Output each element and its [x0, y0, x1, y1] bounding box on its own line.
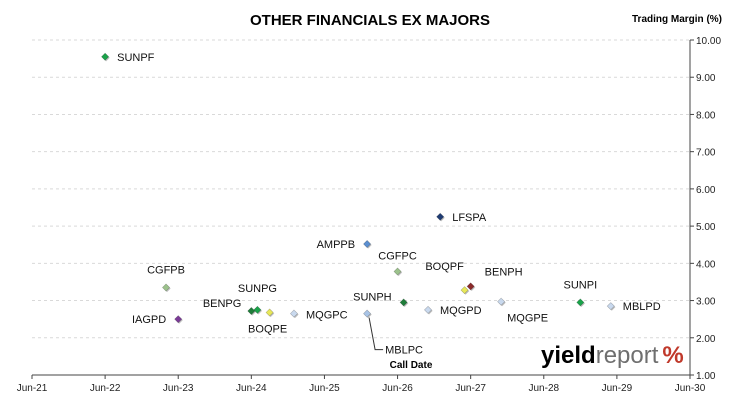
point-label: MQGPD — [440, 305, 482, 317]
y-axis-label: Trading Margin (%) — [632, 14, 722, 25]
data-points — [101, 52, 616, 324]
point-benph[interactable] — [466, 282, 475, 291]
label-leader-line — [368, 317, 384, 351]
point-mqgpc[interactable] — [289, 309, 299, 318]
point-label: MBLPD — [623, 301, 661, 313]
logo-percent: % — [662, 342, 683, 369]
y-tick-labels: 1.00 2.00 3.00 4.00 5.00 6.00 7.00 8.00 9.00 10.0… — [690, 36, 721, 382]
point-label: SUNPI — [564, 279, 598, 291]
y-tick-label: 9.00 — [696, 73, 716, 84]
y-tick-label: 4.00 — [696, 259, 716, 270]
point-mqgpe[interactable] — [497, 297, 506, 306]
point-lfspa[interactable] — [436, 212, 445, 221]
point-label: MBLPC — [385, 345, 423, 357]
logo-report: report — [596, 342, 659, 369]
point-label: SUNPH — [353, 291, 392, 303]
point-sunpi[interactable] — [576, 298, 585, 307]
point-boqpe[interactable] — [265, 308, 274, 317]
point-iagpd[interactable] — [174, 315, 183, 324]
x-tick-labels: Jun-21 Jun-22 Jun-23 Jun-24 Jun-25 Jun-26 Jun-… — [17, 375, 706, 394]
x-tick-label: Jun-26 — [382, 383, 413, 394]
y-tick-label: 1.00 — [696, 371, 716, 382]
x-tick-label: Jun-25 — [309, 383, 340, 394]
point-mblpd[interactable] — [606, 302, 615, 311]
y-tick-label: 5.00 — [696, 222, 716, 233]
point-label: IAGPD — [132, 314, 166, 326]
point-cgfpc[interactable] — [393, 267, 402, 276]
point-label: BOQPF — [425, 261, 464, 273]
point-sunpf[interactable] — [101, 52, 110, 61]
x-tick-label: Jun-27 — [455, 383, 486, 394]
point-label: BENPG — [203, 298, 242, 310]
svg-text:yieldreport%: yieldreport% — [541, 342, 684, 369]
x-tick-label: Jun-28 — [528, 383, 559, 394]
x-tick-label: Jun-24 — [236, 383, 267, 394]
x-tick-label: Jun-29 — [602, 383, 633, 394]
point-mblpc[interactable] — [363, 309, 372, 318]
logo-yield: yield — [541, 342, 596, 369]
x-tick-label: Jun-30 — [675, 383, 706, 394]
yieldreport-logo: yieldreport% — [541, 342, 684, 369]
point-benpg[interactable] — [247, 306, 256, 316]
point-amppb[interactable] — [363, 239, 372, 249]
x-axis-label: Call Date — [390, 360, 433, 371]
point-label: BOQPE — [248, 323, 287, 335]
point-label: MQGPC — [306, 310, 348, 322]
y-tick-label: 10.00 — [696, 36, 721, 47]
point-label: SUNPG — [238, 283, 277, 295]
x-tick-label: Jun-23 — [163, 383, 194, 394]
x-tick-label: Jun-21 — [17, 383, 48, 394]
point-label: BENPH — [485, 266, 523, 278]
point-labels: SUNPF CGFPB IAGPD BENPG SUNPG BOQPE MQGPC AMPPB… — [117, 52, 661, 357]
point-label: SUNPF — [117, 52, 155, 64]
chart-title: OTHER FINANCIALS EX MAJORS — [250, 12, 490, 29]
point-label: AMPPB — [317, 239, 356, 251]
point-sunpg[interactable] — [253, 305, 262, 314]
point-sunph[interactable] — [399, 298, 408, 307]
point-label: CGFPC — [378, 251, 417, 263]
point-label: LFSPA — [452, 212, 487, 224]
y-tick-label: 8.00 — [696, 110, 716, 121]
point-label: CGFPB — [147, 265, 185, 277]
y-tick-label: 7.00 — [696, 148, 716, 159]
x-tick-label: Jun-22 — [90, 383, 121, 394]
point-cgfpb[interactable] — [162, 283, 171, 292]
point-mqgpd[interactable] — [423, 305, 433, 314]
point-label: MQGPE — [507, 313, 548, 325]
point-boqpf[interactable] — [460, 286, 469, 295]
y-tick-label: 6.00 — [696, 185, 716, 196]
y-tick-label: 2.00 — [696, 334, 716, 345]
y-tick-label: 3.00 — [696, 297, 716, 308]
